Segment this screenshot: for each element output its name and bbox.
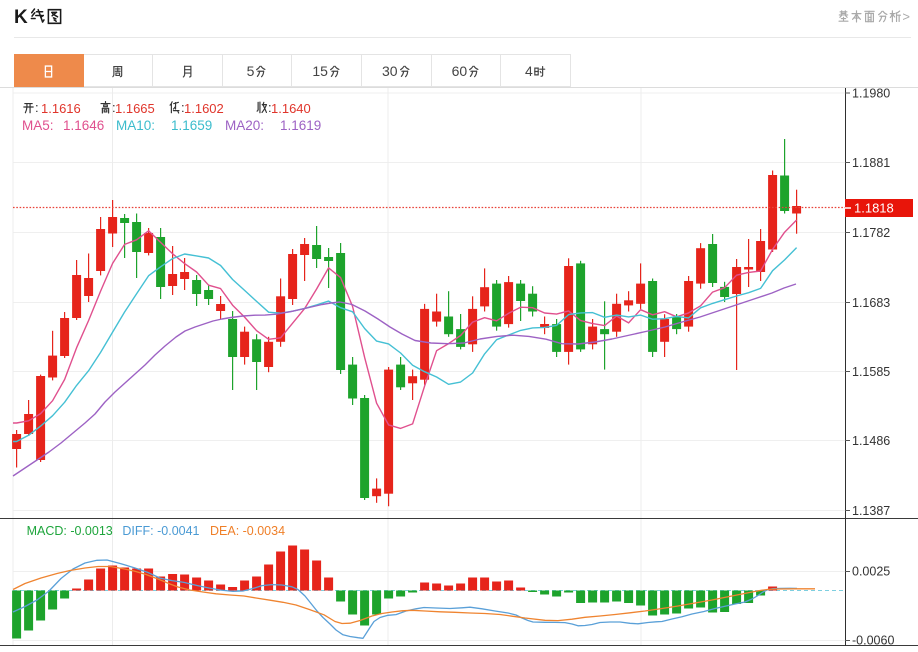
svg-text:1.1980: 1.1980 [852, 88, 890, 101]
svg-text:1.1683: 1.1683 [852, 296, 890, 310]
svg-text:0.0025: 0.0025 [852, 565, 890, 579]
svg-text:1.1782: 1.1782 [852, 226, 890, 240]
svg-text:1.1881: 1.1881 [852, 156, 890, 170]
svg-text:-0.0060: -0.0060 [852, 634, 894, 648]
svg-text:1.1818: 1.1818 [854, 201, 894, 216]
svg-text:1.1585: 1.1585 [852, 365, 890, 379]
svg-text:1.1387: 1.1387 [852, 504, 890, 518]
svg-text:1.1486: 1.1486 [852, 434, 890, 448]
